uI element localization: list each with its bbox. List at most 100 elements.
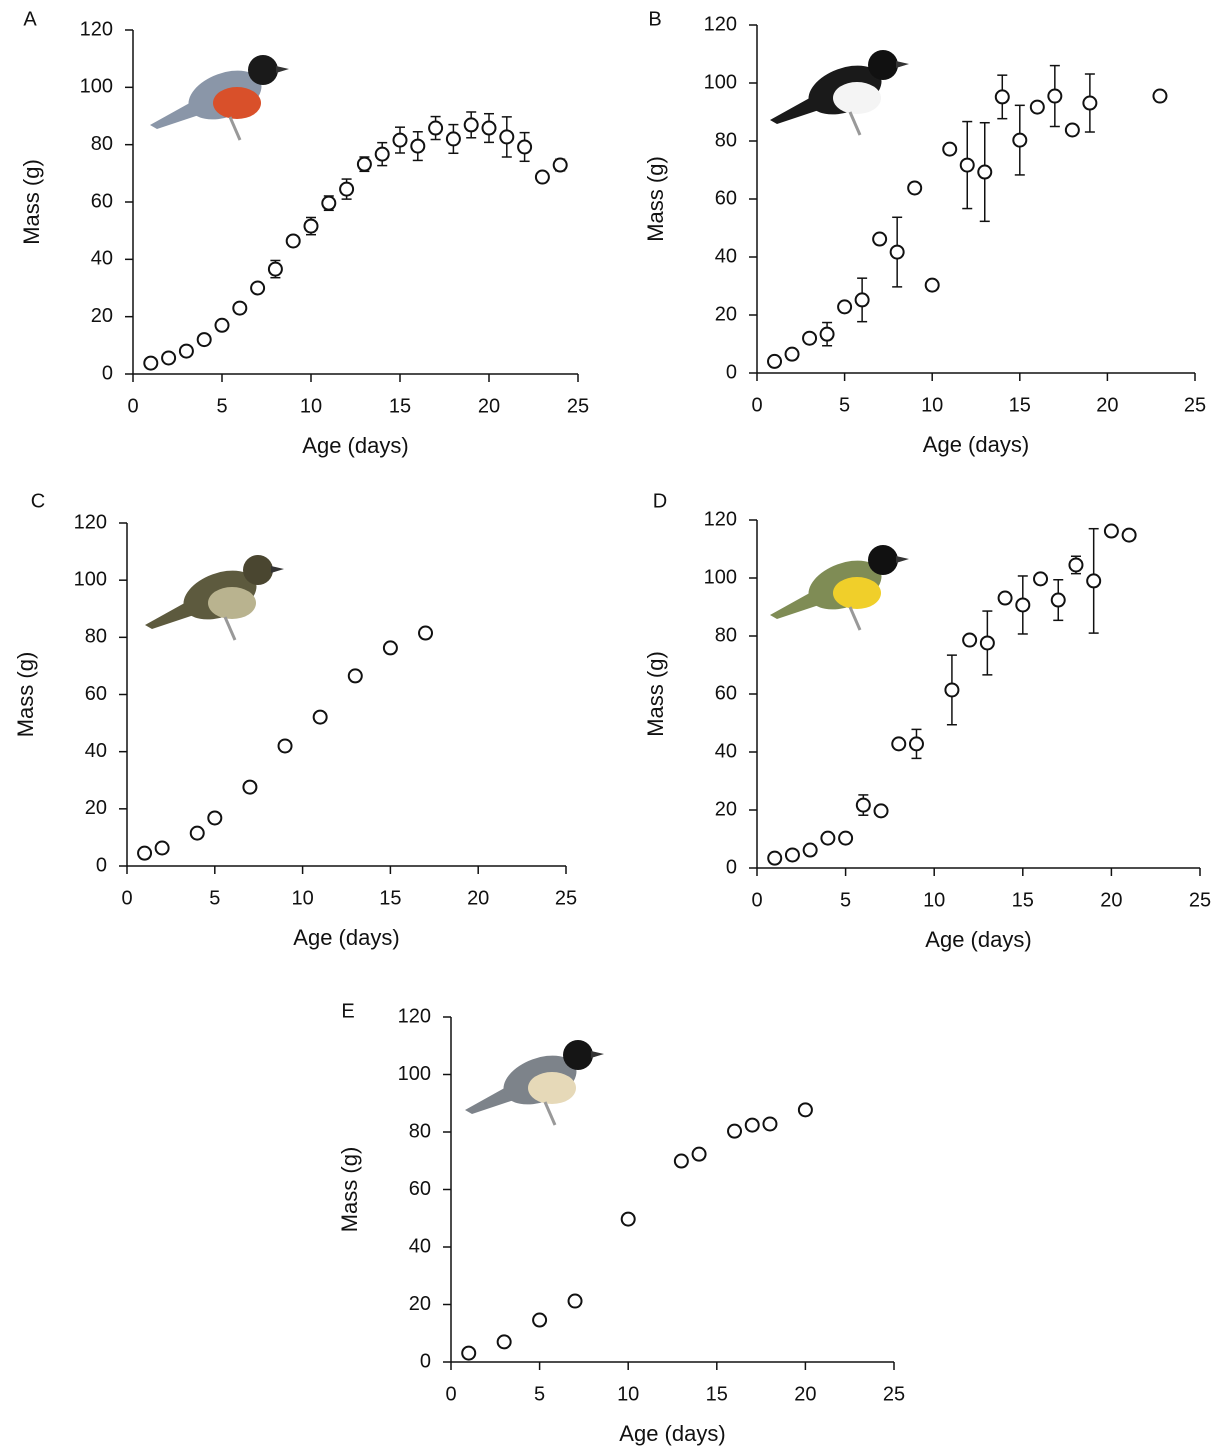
bird-head (563, 1040, 593, 1070)
data-point (727, 1123, 743, 1139)
panel-label: C (31, 490, 45, 512)
y-tick-label: 60 (91, 190, 113, 212)
y-tick-label: 80 (85, 626, 107, 648)
panel: B 0 20 40 60 80 100 120 0 5 10 15 20 25 Age (days) Mass… (643, 8, 1206, 457)
data-point (854, 292, 870, 308)
data-point (784, 847, 800, 863)
data-point (784, 346, 800, 362)
data-point (872, 231, 888, 247)
x-axis-title: Age (days) (293, 925, 399, 950)
data-point (908, 736, 924, 752)
data-point (137, 845, 153, 861)
data-point (997, 590, 1013, 606)
data-point (944, 682, 960, 698)
data-point (303, 218, 319, 234)
x-tick-label: 20 (478, 395, 500, 417)
data-point (673, 1153, 689, 1169)
data-point (339, 181, 355, 197)
panel: D 0 20 40 60 80 100 120 0 5 10 15 20 25 Age (days) Mass… (643, 490, 1211, 952)
x-tick-label: 10 (300, 395, 322, 417)
x-tick-label: 0 (445, 1383, 456, 1405)
data-point (1152, 88, 1168, 104)
bird-perch (543, 1101, 557, 1126)
panel-label: E (341, 1000, 354, 1022)
x-tick-label: 20 (1096, 394, 1118, 416)
y-tick-label: 120 (704, 508, 737, 530)
data-point (1033, 571, 1049, 587)
data-point (347, 668, 363, 684)
data-point (1047, 88, 1063, 104)
data-point (517, 139, 533, 155)
data-point (1064, 122, 1080, 138)
data-point (267, 261, 283, 277)
data-point (382, 640, 398, 656)
y-tick-label: 80 (91, 133, 113, 155)
data-point (977, 164, 993, 180)
x-tick-label: 10 (291, 887, 313, 909)
panel-label: A (23, 8, 37, 30)
data-point (620, 1211, 636, 1227)
data-point (428, 120, 444, 136)
y-tick-label: 60 (715, 682, 737, 704)
x-axis-title: Age (days) (925, 927, 1031, 952)
data-point (802, 330, 818, 346)
panel: C 0 20 40 60 80 100 120 0 5 10 15 20 25 Age (days) Mass… (13, 490, 577, 950)
data-point (1121, 527, 1137, 543)
data-point (532, 1312, 548, 1328)
data-point (277, 738, 293, 754)
x-tick-label: 15 (389, 395, 411, 417)
bird-belly (208, 587, 256, 619)
bird-perch (848, 111, 862, 136)
data-point (499, 129, 515, 145)
x-tick-label: 0 (751, 889, 762, 911)
x-tick-label: 20 (1100, 889, 1122, 911)
x-tick-label: 25 (1184, 394, 1206, 416)
y-tick-label: 80 (715, 129, 737, 151)
data-point (552, 157, 568, 173)
data-point (942, 141, 958, 157)
x-tick-label: 5 (534, 1383, 545, 1405)
x-tick-label: 20 (794, 1383, 816, 1405)
y-tick-label: 20 (409, 1293, 431, 1315)
y-tick-label: 0 (96, 854, 107, 876)
data-point (207, 810, 223, 826)
bird-belly (833, 577, 881, 609)
x-tick-label: 10 (617, 1383, 639, 1405)
data-point (418, 625, 434, 641)
data-point (820, 830, 836, 846)
y-tick-label: 100 (704, 566, 737, 588)
bird-beak (591, 1051, 604, 1058)
data-point (143, 355, 159, 371)
data-point (285, 233, 301, 249)
y-tick-label: 80 (409, 1120, 431, 1142)
data-point (873, 803, 889, 819)
data-point (802, 842, 818, 858)
x-tick-label: 10 (921, 394, 943, 416)
data-point (838, 830, 854, 846)
data-point (312, 709, 328, 725)
bird-perch (223, 616, 237, 641)
bird-perch (848, 606, 862, 631)
data-point (819, 326, 835, 342)
data-point (321, 195, 337, 211)
y-tick-label: 120 (74, 511, 107, 533)
data-point (461, 1345, 477, 1361)
x-tick-label: 15 (706, 1383, 728, 1405)
data-point (250, 280, 266, 296)
bird-head (868, 545, 898, 575)
y-tick-label: 120 (398, 1005, 431, 1027)
y-tick-label: 100 (398, 1063, 431, 1085)
data-point (962, 632, 978, 648)
y-axis-title: Mass (g) (13, 652, 38, 738)
data-point (1029, 99, 1045, 115)
x-tick-label: 10 (923, 889, 945, 911)
x-tick-label: 15 (1009, 394, 1031, 416)
panel-label: B (648, 8, 661, 30)
bird-beak (896, 556, 909, 563)
data-point (232, 300, 248, 316)
data-point (463, 117, 479, 133)
data-point (1082, 95, 1098, 111)
data-point (242, 779, 258, 795)
bird-beak (276, 66, 289, 73)
x-tick-label: 0 (127, 395, 138, 417)
